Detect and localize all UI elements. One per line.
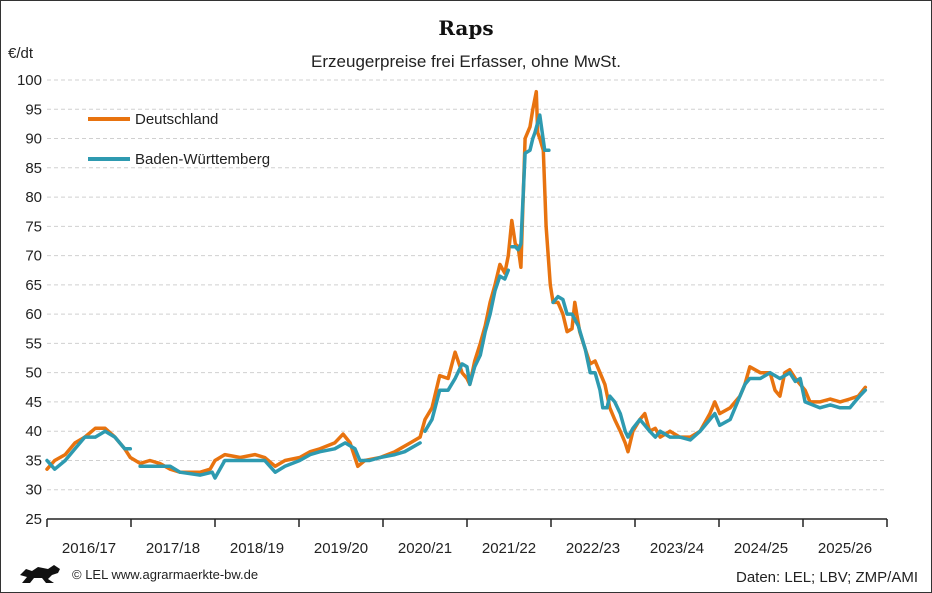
y-tick-label: 75 xyxy=(25,218,42,235)
x-tick-label: 2020/21 xyxy=(398,540,452,557)
y-tick-label: 35 xyxy=(25,452,42,469)
y-axis-unit: €/dt xyxy=(8,45,34,62)
series-line-baden-wuerttemberg xyxy=(138,441,422,480)
x-tick-label: 2022/23 xyxy=(566,540,620,557)
x-tick-label: 2016/17 xyxy=(62,540,116,557)
y-tick-label: 65 xyxy=(25,277,42,294)
y-tick-label: 40 xyxy=(25,423,42,440)
data-source-text: Daten: LEL; LBV; ZMP/AMI xyxy=(735,569,918,586)
y-tick-label: 95 xyxy=(25,101,42,118)
y-tick-label: 25 xyxy=(25,511,42,528)
series-line-baden-wuerttemberg xyxy=(510,113,551,252)
series-line-baden-wuerttemberg xyxy=(45,429,133,471)
y-tick-label: 50 xyxy=(25,365,42,382)
x-tick-label: 2018/19 xyxy=(230,540,284,557)
x-tick-label: 2017/18 xyxy=(146,540,200,557)
y-tick-label: 90 xyxy=(25,131,42,148)
legend-label: Baden-Württemberg xyxy=(135,151,270,168)
y-tick-label: 100 xyxy=(17,72,42,89)
chart-subtitle: Erzeugerpreise frei Erfasser, ohne MwSt. xyxy=(311,52,621,71)
y-tick-label: 70 xyxy=(25,248,42,265)
x-tick-label: 2021/22 xyxy=(482,540,536,557)
y-tick-label: 55 xyxy=(25,335,42,352)
y-tick-label: 45 xyxy=(25,394,42,411)
y-tick-label: 85 xyxy=(25,160,42,177)
legend-label: Deutschland xyxy=(135,111,218,128)
series-line-baden-wuerttemberg xyxy=(551,294,868,442)
chart-title: Raps xyxy=(438,16,494,40)
y-tick-label: 80 xyxy=(25,189,42,206)
x-tick-label: 2024/25 xyxy=(734,540,788,557)
copyright-text: © LEL www.agrarmaerkte-bw.de xyxy=(72,567,259,582)
x-tick-label: 2019/20 xyxy=(314,540,368,557)
series-line-deutschland xyxy=(45,89,868,474)
x-tick-label: 2025/26 xyxy=(818,540,872,557)
y-tick-label: 60 xyxy=(25,306,42,323)
y-tick-label: 30 xyxy=(25,482,42,499)
series-line-baden-wuerttemberg xyxy=(423,268,511,433)
x-tick-label: 2023/24 xyxy=(650,540,704,557)
lion-logo-icon xyxy=(18,563,64,590)
